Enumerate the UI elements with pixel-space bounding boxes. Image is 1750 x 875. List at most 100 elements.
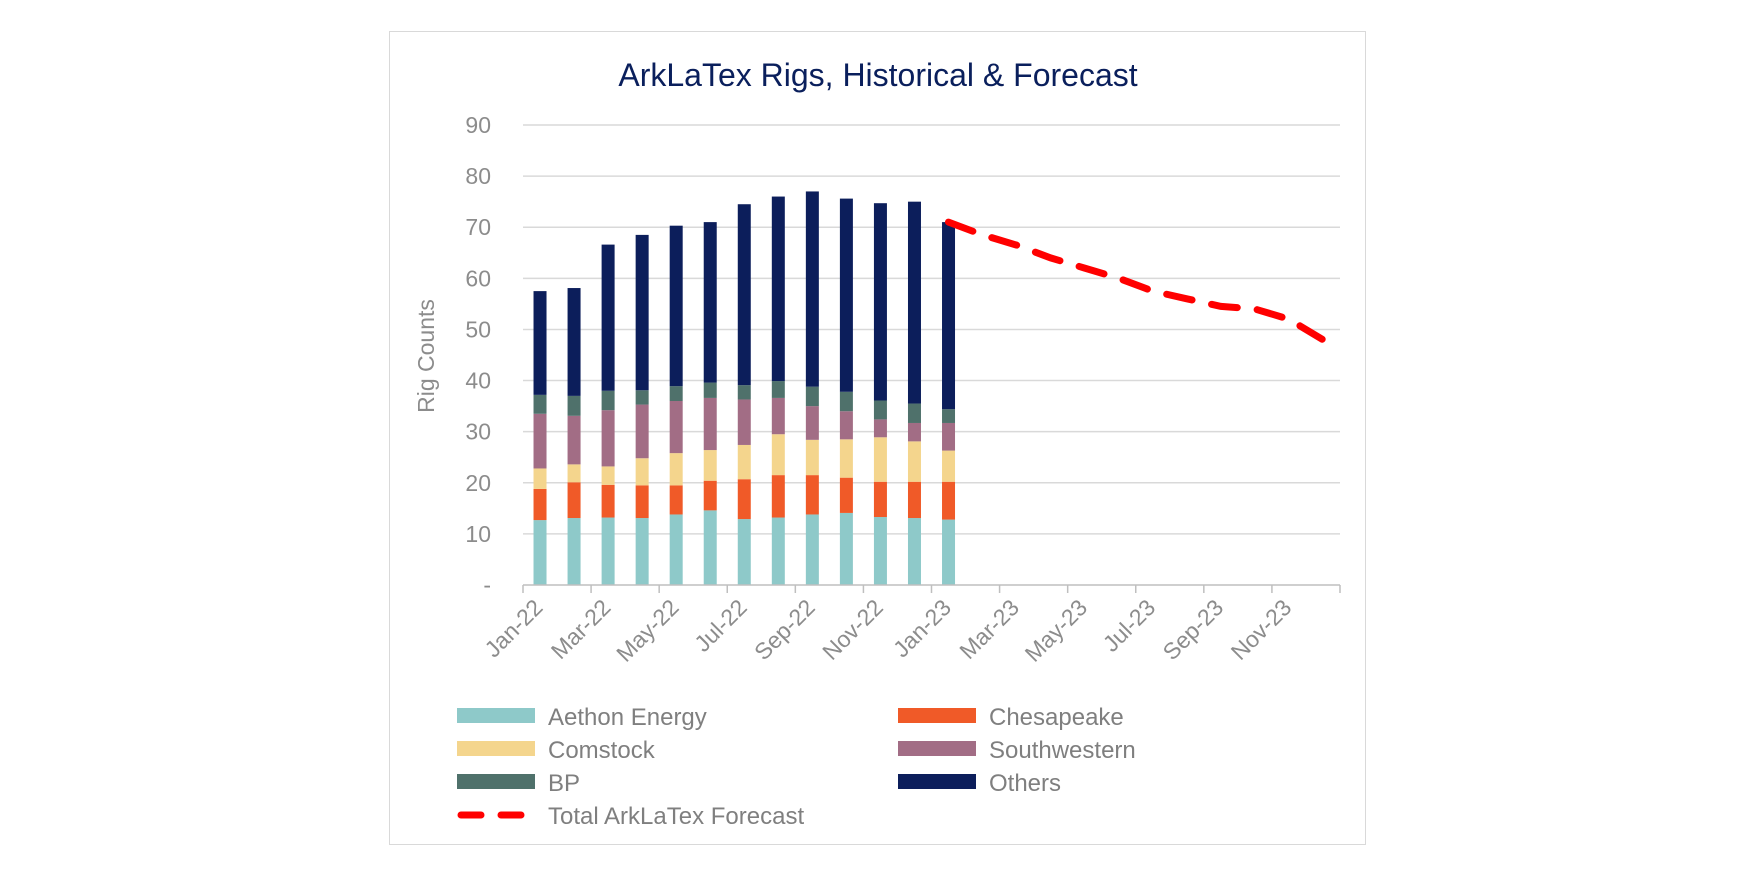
- legend-swatch-chesapeake: [898, 708, 976, 723]
- bar-segment-others: [669, 225, 683, 387]
- bar-segment-others: [533, 291, 547, 395]
- bar-segment-chesapeake: [839, 477, 853, 513]
- bar-segment-aethon-energy: [839, 512, 853, 585]
- y-tick-label: 70: [465, 214, 491, 240]
- bar-segment-chesapeake: [533, 488, 547, 521]
- bar-segment-others: [737, 204, 751, 386]
- bar-segment-chesapeake: [703, 480, 717, 511]
- bar-segment-bp: [805, 386, 819, 407]
- forecast-series-line: [945, 218, 1327, 344]
- bar-segment-others: [839, 198, 853, 392]
- bar-segment-aethon-energy: [635, 518, 649, 585]
- bar-segment-comstock: [873, 437, 887, 482]
- bar-segment-southwestern: [669, 401, 683, 454]
- bar-segment-bp: [635, 390, 649, 405]
- y-tick-label: 40: [465, 368, 491, 394]
- bar-segment-aethon-energy: [942, 519, 956, 585]
- bars: [533, 191, 956, 585]
- y-tick-label: 60: [465, 265, 491, 291]
- bar-segment-aethon-energy: [567, 518, 581, 585]
- bar-segment-others: [942, 222, 956, 410]
- legend-label: Chesapeake: [989, 704, 1124, 731]
- bar-segment-comstock: [839, 439, 853, 478]
- y-tick-label: 50: [465, 316, 491, 342]
- bar-segment-comstock: [907, 441, 921, 482]
- y-tick-label: -: [483, 572, 491, 598]
- bar-segment-comstock: [567, 464, 581, 483]
- bar-segment-bp: [567, 395, 581, 416]
- bar-segment-southwestern: [533, 413, 547, 469]
- bar-segment-others: [635, 234, 649, 391]
- bar-segment-bp: [839, 391, 853, 412]
- x-tick-label: Sep-22: [749, 594, 820, 665]
- bar-segment-aethon-energy: [907, 518, 921, 585]
- bar-segment-comstock: [533, 468, 547, 489]
- bar-segment-others: [703, 222, 717, 383]
- bar-segment-comstock: [635, 458, 649, 486]
- chart-svg: ArkLaTex Rigs, Historical & Forecast - 10…: [413, 57, 1341, 830]
- chart-frame: ArkLaTex Rigs, Historical & Forecast - 10…: [389, 31, 1366, 845]
- x-tick-label: May-23: [1020, 594, 1093, 667]
- bar-segment-aethon-energy: [805, 514, 819, 585]
- x-tick-label: Mar-22: [546, 594, 616, 664]
- bar-segment-others: [907, 201, 921, 404]
- bar-segment-others: [567, 288, 581, 396]
- legend-label: Aethon Energy: [548, 704, 707, 731]
- bar-segment-chesapeake: [567, 482, 581, 519]
- bar-segment-aethon-energy: [771, 517, 785, 585]
- gridlines: - 10 20 30 40 50 60 70 80 90: [465, 112, 1340, 598]
- bar-segment-aethon-energy: [669, 514, 683, 585]
- bar-segment-bp: [907, 403, 921, 423]
- bar-segment-comstock: [805, 439, 819, 476]
- bar-segment-comstock: [703, 450, 717, 481]
- bar-segment-chesapeake: [873, 481, 887, 518]
- bar-segment-comstock: [737, 444, 751, 480]
- bar-segment-southwestern: [703, 397, 717, 451]
- bar-segment-chesapeake: [635, 485, 649, 519]
- bar-segment-bp: [703, 382, 717, 398]
- y-axis-label: Rig Counts: [413, 299, 439, 413]
- x-tick-label: May-22: [611, 594, 684, 667]
- legend-swatch-bp: [457, 774, 535, 789]
- bar-segment-southwestern: [942, 422, 956, 451]
- x-tick-label: Jan-22: [479, 594, 547, 662]
- bar-segment-comstock: [669, 453, 683, 486]
- forecast-line: [945, 218, 1327, 344]
- legend-swatch-southwestern: [898, 741, 976, 756]
- bar-segment-bp: [533, 394, 547, 414]
- x-tick-label: Nov-23: [1226, 594, 1297, 665]
- bar-segment-chesapeake: [737, 479, 751, 520]
- bar-segment-chesapeake: [805, 475, 819, 515]
- bar-segment-bp: [873, 400, 887, 420]
- bar-segment-aethon-energy: [703, 510, 717, 585]
- chart-title: ArkLaTex Rigs, Historical & Forecast: [618, 57, 1137, 93]
- bar-segment-aethon-energy: [737, 519, 751, 585]
- bar-segment-southwestern: [567, 415, 581, 465]
- legend-swatch-others: [898, 774, 976, 789]
- bar-segment-others: [805, 191, 819, 387]
- bar-segment-southwestern: [805, 406, 819, 440]
- x-tick-label: Jul-23: [1098, 594, 1161, 657]
- legend-label: Others: [989, 770, 1061, 797]
- legend-label: BP: [548, 770, 580, 797]
- y-tick-label: 90: [465, 112, 491, 138]
- bar-segment-bp: [737, 385, 751, 400]
- y-tick-label: 30: [465, 419, 491, 445]
- bar-segment-chesapeake: [601, 484, 615, 518]
- bar-segment-comstock: [771, 434, 785, 476]
- bar-segment-others: [601, 244, 615, 391]
- bar-segment-southwestern: [907, 422, 921, 442]
- bar-segment-aethon-energy: [873, 517, 887, 585]
- bar-segment-aethon-energy: [601, 517, 615, 585]
- bar-segment-southwestern: [737, 399, 751, 445]
- bar-segment-others: [873, 203, 887, 401]
- legend-swatch-comstock: [457, 741, 535, 756]
- bar-segment-bp: [601, 390, 615, 411]
- bar-segment-bp: [771, 381, 785, 398]
- legend-label: Comstock: [548, 737, 656, 764]
- legend-swatch-aethon-energy: [457, 708, 535, 723]
- bar-segment-chesapeake: [907, 481, 921, 519]
- bar-segment-bp: [669, 386, 683, 401]
- x-tick-label: Jul-22: [689, 594, 752, 657]
